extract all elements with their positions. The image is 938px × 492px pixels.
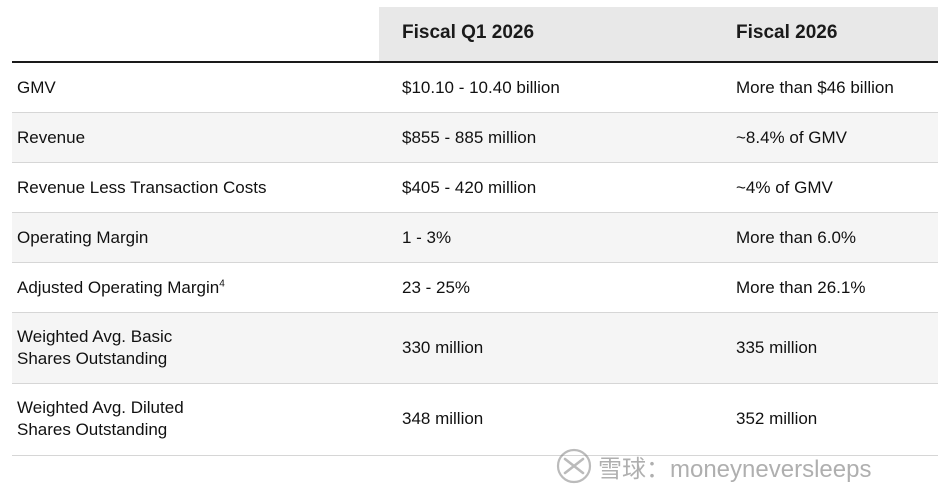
q1-value: 1 - 3% xyxy=(402,228,452,247)
metric-label-text: Adjusted Operating Margin xyxy=(17,278,220,297)
table-row-revenue-less-transaction-costs: Revenue Less Transaction Costs $405 - 42… xyxy=(12,163,938,213)
table-row-gmv: GMV $10.10 - 10.40 billion More than $46… xyxy=(12,63,938,113)
fy-value: ~4% of GMV xyxy=(736,178,833,197)
q1-value: $10.10 - 10.40 billion xyxy=(402,78,560,97)
fy-value: ~8.4% of GMV xyxy=(736,128,848,147)
metric-label: Adjusted Operating Margin4 xyxy=(17,277,225,299)
q1-value: 23 - 25% xyxy=(402,278,471,297)
metric-label: Revenue Less Transaction Costs xyxy=(17,178,267,197)
table-row-weighted-avg-diluted-shares: Weighted Avg. Diluted Shares Outstanding… xyxy=(12,384,938,456)
column-header-fiscal-2026: Fiscal 2026 xyxy=(736,22,838,43)
column-header-fiscal-q1-2026: Fiscal Q1 2026 xyxy=(402,22,535,43)
q1-value: 330 million xyxy=(402,338,484,357)
metric-label: Weighted Avg. Basic Shares Outstanding xyxy=(17,326,172,370)
metric-label-line1: Weighted Avg. Basic xyxy=(17,327,173,346)
xueqiu-logo-icon xyxy=(556,448,592,484)
table-row-weighted-avg-basic-shares: Weighted Avg. Basic Shares Outstanding 3… xyxy=(12,313,938,384)
watermark-text: 雪球：moneyneversleeps xyxy=(598,455,872,483)
metric-label-line2: Shares Outstanding xyxy=(17,349,168,368)
metric-label: Revenue xyxy=(17,128,86,147)
table-row-revenue: Revenue $855 - 885 million ~8.4% of GMV xyxy=(12,113,938,163)
q1-value: 348 million xyxy=(402,409,484,428)
header-shading xyxy=(379,7,938,61)
metric-label: GMV xyxy=(17,78,56,97)
metric-label: Operating Margin xyxy=(17,228,149,247)
table-row-adjusted-operating-margin: Adjusted Operating Margin4 23 - 25% More… xyxy=(12,263,938,313)
fy-value: More than $46 billion xyxy=(736,78,894,97)
q1-value: $405 - 420 million xyxy=(402,178,537,197)
fy-value: More than 6.0% xyxy=(736,228,857,247)
fy-value: 335 million xyxy=(736,338,818,357)
q1-value: $855 - 885 million xyxy=(402,128,537,147)
metric-label-line1: Weighted Avg. Diluted xyxy=(17,398,184,417)
guidance-table: Fiscal Q1 2026 Fiscal 2026 GMV $10.10 - … xyxy=(12,7,938,456)
footnote-marker: 4 xyxy=(219,278,225,290)
metric-label-line2: Shares Outstanding xyxy=(17,420,168,439)
table-header: Fiscal Q1 2026 Fiscal 2026 xyxy=(12,7,938,63)
metric-label: Weighted Avg. Diluted Shares Outstanding xyxy=(17,397,184,441)
fy-value: 352 million xyxy=(736,409,818,428)
fy-value: More than 26.1% xyxy=(736,278,866,297)
table-row-operating-margin: Operating Margin 1 - 3% More than 6.0% xyxy=(12,213,938,263)
watermark: 雪球：moneyneversleeps xyxy=(556,446,926,486)
